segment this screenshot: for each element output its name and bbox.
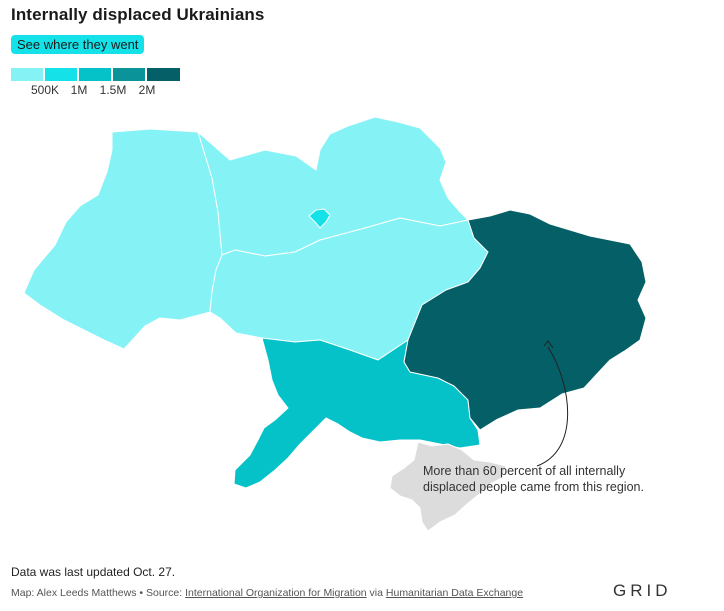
legend-swatch-2 <box>45 68 77 81</box>
legend-tick-500k: 500K <box>30 83 60 97</box>
legend-swatch-1 <box>11 68 43 81</box>
color-legend: 500K 1M 1.5M 2M <box>11 68 180 98</box>
map-title: Internally displaced Ukrainians <box>11 5 265 24</box>
source-link-hdx[interactable]: Humanitarian Data Exchange <box>385 587 524 599</box>
region-kyiv-city[interactable] <box>308 208 331 229</box>
annotation-arrowhead <box>543 340 554 349</box>
region-west[interactable] <box>23 128 223 350</box>
annotation-text: More than 60 percent of all internally d… <box>423 464 644 494</box>
credit-prefix: Map: Alex Leeds Matthews • Source: <box>11 587 186 599</box>
annotation-arrow <box>536 346 569 467</box>
legend-tick-1m: 1M <box>70 83 88 97</box>
region-crimea <box>389 441 507 532</box>
see-where-they-went-toggle[interactable]: See where they went <box>11 35 145 54</box>
legend-swatch-4 <box>113 68 145 81</box>
last-updated-note: Data was last updated Oct. 27. <box>11 565 176 579</box>
legend-swatch-3 <box>79 68 111 81</box>
region-east[interactable] <box>403 209 647 431</box>
source-link-iom[interactable]: International Organization for Migration <box>185 587 367 599</box>
credit-via: via <box>366 587 386 599</box>
legend-swatch-5 <box>147 68 180 81</box>
legend-tick-2m: 2M <box>138 83 156 97</box>
legend-tick-1-5m: 1.5M <box>99 83 127 97</box>
grid-logo: GRID <box>613 581 672 600</box>
credit-line: Map: Alex Leeds Matthews • Source: Inter… <box>11 587 523 599</box>
